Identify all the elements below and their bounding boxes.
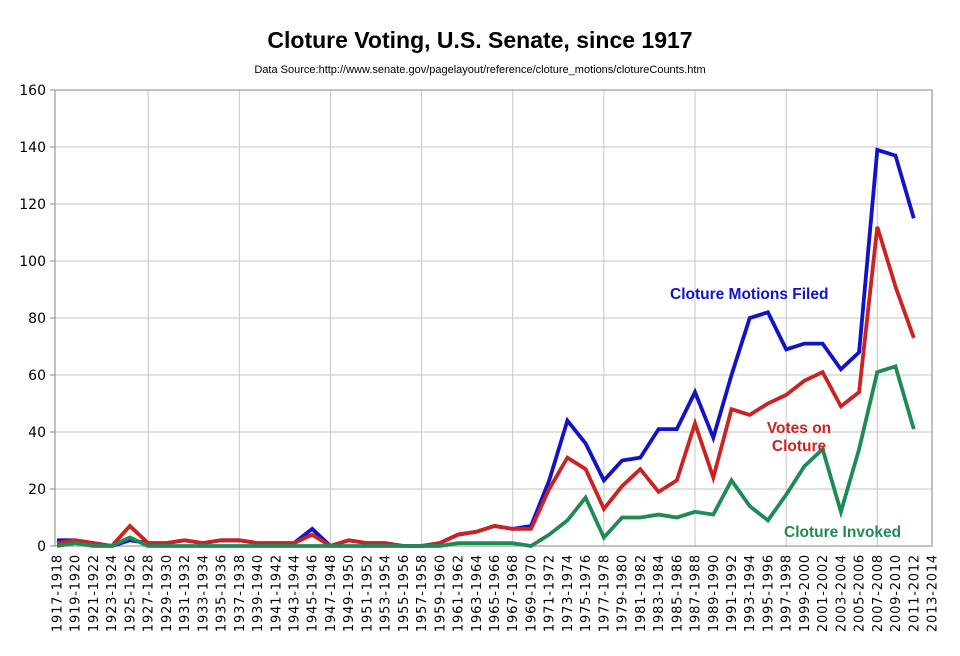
y-axis-tick-label: 0	[37, 539, 46, 555]
x-axis-tick-label: 1943-1944	[287, 554, 302, 632]
x-axis-tick-label: 1981-1982	[634, 554, 649, 632]
x-axis-tick-label: 1921-1922	[87, 554, 102, 632]
x-axis-tick-label: 2001-2002	[816, 554, 831, 632]
x-axis-tick-label: 1925-1926	[123, 554, 138, 632]
x-axis-tick-label: 2011-2012	[907, 554, 922, 632]
x-axis-tick-label: 1965-1966	[488, 554, 503, 632]
x-axis-tick-label: 1997-1998	[780, 554, 795, 632]
x-axis-tick-label: 1947-1948	[324, 554, 339, 632]
x-axis-tick-label: 1939-1940	[251, 554, 266, 632]
x-axis-tick-label: 1973-1974	[561, 554, 576, 632]
x-axis-tick-label: 1967-1968	[506, 554, 521, 632]
x-axis-tick-label: 1917-1918	[51, 554, 66, 632]
x-axis-tick-label: 1941-1942	[269, 554, 284, 632]
x-axis-tick-label: 2009-2010	[889, 554, 904, 632]
x-axis-tick-label: 1979-1980	[616, 554, 631, 632]
x-axis-tick-label: 1999-2000	[798, 554, 813, 632]
x-axis-tick-label: 1959-1960	[433, 554, 448, 632]
x-axis-tick-label: 2003-2004	[834, 554, 849, 632]
x-axis-tick-label: 2005-2006	[853, 554, 868, 632]
series-label-0: Cloture Motions Filed	[670, 286, 828, 303]
x-axis-tick-label: 1989-1990	[707, 554, 722, 632]
y-axis-tick-label: 60	[28, 368, 46, 384]
series-label-1: Cloture	[772, 438, 827, 455]
x-axis-tick-label: 2013-2014	[926, 554, 941, 632]
x-axis-tick-label: 1991-1992	[725, 554, 740, 632]
x-axis-tick-label: 1951-1952	[360, 554, 375, 632]
y-axis-tick-label: 20	[28, 482, 46, 498]
x-axis-tick-label: 1971-1972	[543, 554, 558, 632]
chart-title: Cloture Voting, U.S. Senate, since 1917	[267, 27, 693, 53]
x-axis-tick-label: 1931-1932	[178, 554, 193, 632]
x-axis-tick-label: 1955-1956	[397, 554, 412, 632]
x-axis-tick-label: 1933-1934	[196, 554, 211, 632]
x-axis-tick-label: 1919-1920	[69, 554, 84, 632]
chart-subtitle: Data Source:http://www.senate.gov/pagela…	[254, 64, 706, 76]
x-axis-tick-label: 1983-1984	[652, 554, 667, 632]
x-axis-tick-label: 1927-1928	[142, 554, 157, 632]
x-axis-tick-label: 1961-1962	[452, 554, 467, 632]
y-axis-tick-label: 160	[19, 83, 46, 99]
x-axis-tick-label: 1975-1976	[579, 554, 594, 632]
x-axis-tick-label: 1985-1986	[670, 554, 685, 632]
x-axis-tick-label: 1935-1936	[215, 554, 230, 632]
x-axis-tick-label: 1945-1946	[306, 554, 321, 632]
x-axis-tick-label: 1993-1994	[743, 554, 758, 632]
x-axis-tick-label: 1937-1938	[233, 554, 248, 632]
x-axis-tick-label: 2007-2008	[871, 554, 886, 632]
x-axis-tick-label: 1949-1950	[342, 554, 357, 632]
y-axis-tick-label: 120	[19, 197, 46, 213]
x-axis-tick-label: 1995-1996	[761, 554, 776, 632]
y-axis-tick-label: 100	[19, 254, 46, 270]
x-axis-tick-label: 1987-1988	[689, 554, 704, 632]
x-axis-tick-label: 1977-1978	[597, 554, 612, 632]
x-axis-tick-label: 1923-1924	[105, 554, 120, 632]
x-axis-tick-label: 1929-1930	[160, 554, 175, 632]
series-line-2	[56, 364, 916, 548]
y-axis-tick-label: 80	[28, 311, 46, 327]
y-axis-tick-label: 140	[19, 140, 46, 156]
x-axis-tick-label: 1963-1964	[470, 554, 485, 632]
x-axis-tick-label: 1969-1970	[524, 554, 539, 632]
y-axis-tick-label: 40	[28, 425, 46, 441]
series-line-1	[56, 226, 916, 549]
series-label-2: Cloture Invoked	[784, 524, 901, 541]
x-axis-tick-label: 1953-1954	[379, 554, 394, 632]
x-axis-tick-label: 1957-1958	[415, 554, 430, 632]
series-label-1: Votes on	[767, 420, 831, 437]
series-line-0	[57, 147, 916, 549]
